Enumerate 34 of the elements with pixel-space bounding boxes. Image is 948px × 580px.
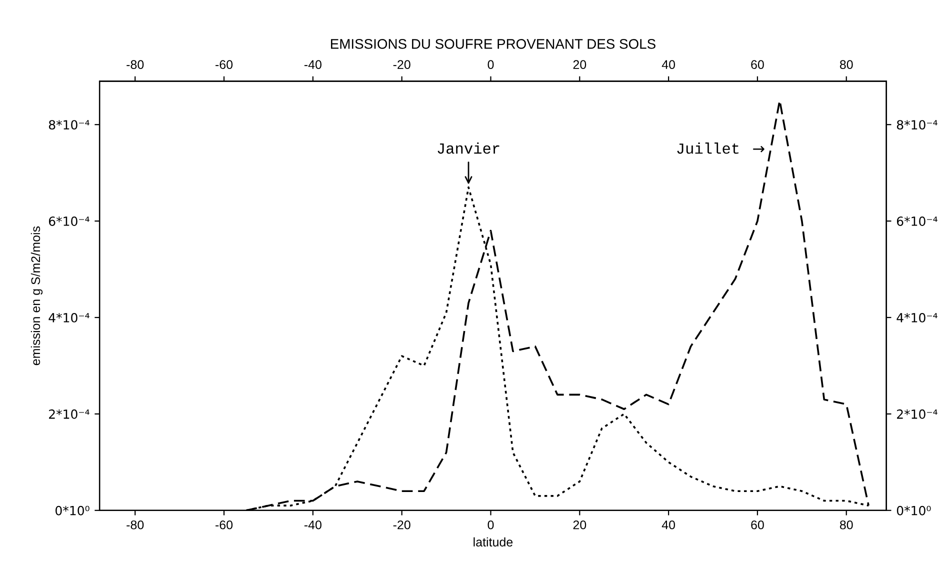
x-tick-label: 40: [662, 520, 676, 530]
y-tick-label: 2*10⁻⁴: [49, 409, 90, 419]
y2-tick-label: 6*10⁻⁴: [896, 216, 938, 226]
x2-tick-label: 60: [751, 60, 764, 70]
y-axis-title: emission en g S/m2/mois: [30, 226, 43, 366]
y-tick-label: 4*10⁻⁴: [48, 312, 90, 322]
x-axis-title: latitude: [474, 537, 513, 547]
annotation: →: [753, 146, 764, 152]
x-tick-label: -40: [304, 520, 322, 530]
x-tick-label: -60: [216, 520, 233, 530]
x2-tick-label: -80: [126, 60, 144, 70]
x2-tick-label: 80: [840, 60, 853, 70]
text: Juillet: [677, 142, 738, 154]
x-tick-label: 60: [751, 520, 764, 530]
y-tick-label: 6*10⁻⁴: [48, 216, 90, 226]
x2-tick-label: 0: [488, 60, 494, 70]
y2-tick-label: 8*10⁻⁴: [896, 120, 938, 130]
x2-tick-label: -40: [304, 60, 322, 70]
x2-tick-label: -20: [393, 60, 410, 70]
y2-tick-label: 0*10⁰: [896, 506, 931, 516]
x2-tick-label: 20: [573, 60, 586, 70]
x2-tick-label: 40: [662, 60, 676, 70]
x-tick-label: 20: [573, 520, 586, 530]
text: Janvier: [438, 142, 500, 154]
y2-tick-label: 2*10⁻⁴: [897, 409, 938, 419]
x2-tick-label: -60: [216, 60, 233, 70]
x-tick-label: -80: [126, 520, 144, 530]
x-tick-label: -20: [393, 520, 410, 530]
x-tick-label: 80: [840, 520, 853, 530]
y2-tick-label: 4*10⁻⁴: [896, 312, 938, 322]
x-tick-label: 0: [488, 520, 494, 530]
chart-title: EMISSIONS DU SOUFRE PROVENANT DES SOLS: [330, 39, 656, 49]
y-tick-label: 8*10⁻⁴: [48, 120, 90, 130]
y-tick-label: 0*10⁰: [56, 506, 90, 516]
